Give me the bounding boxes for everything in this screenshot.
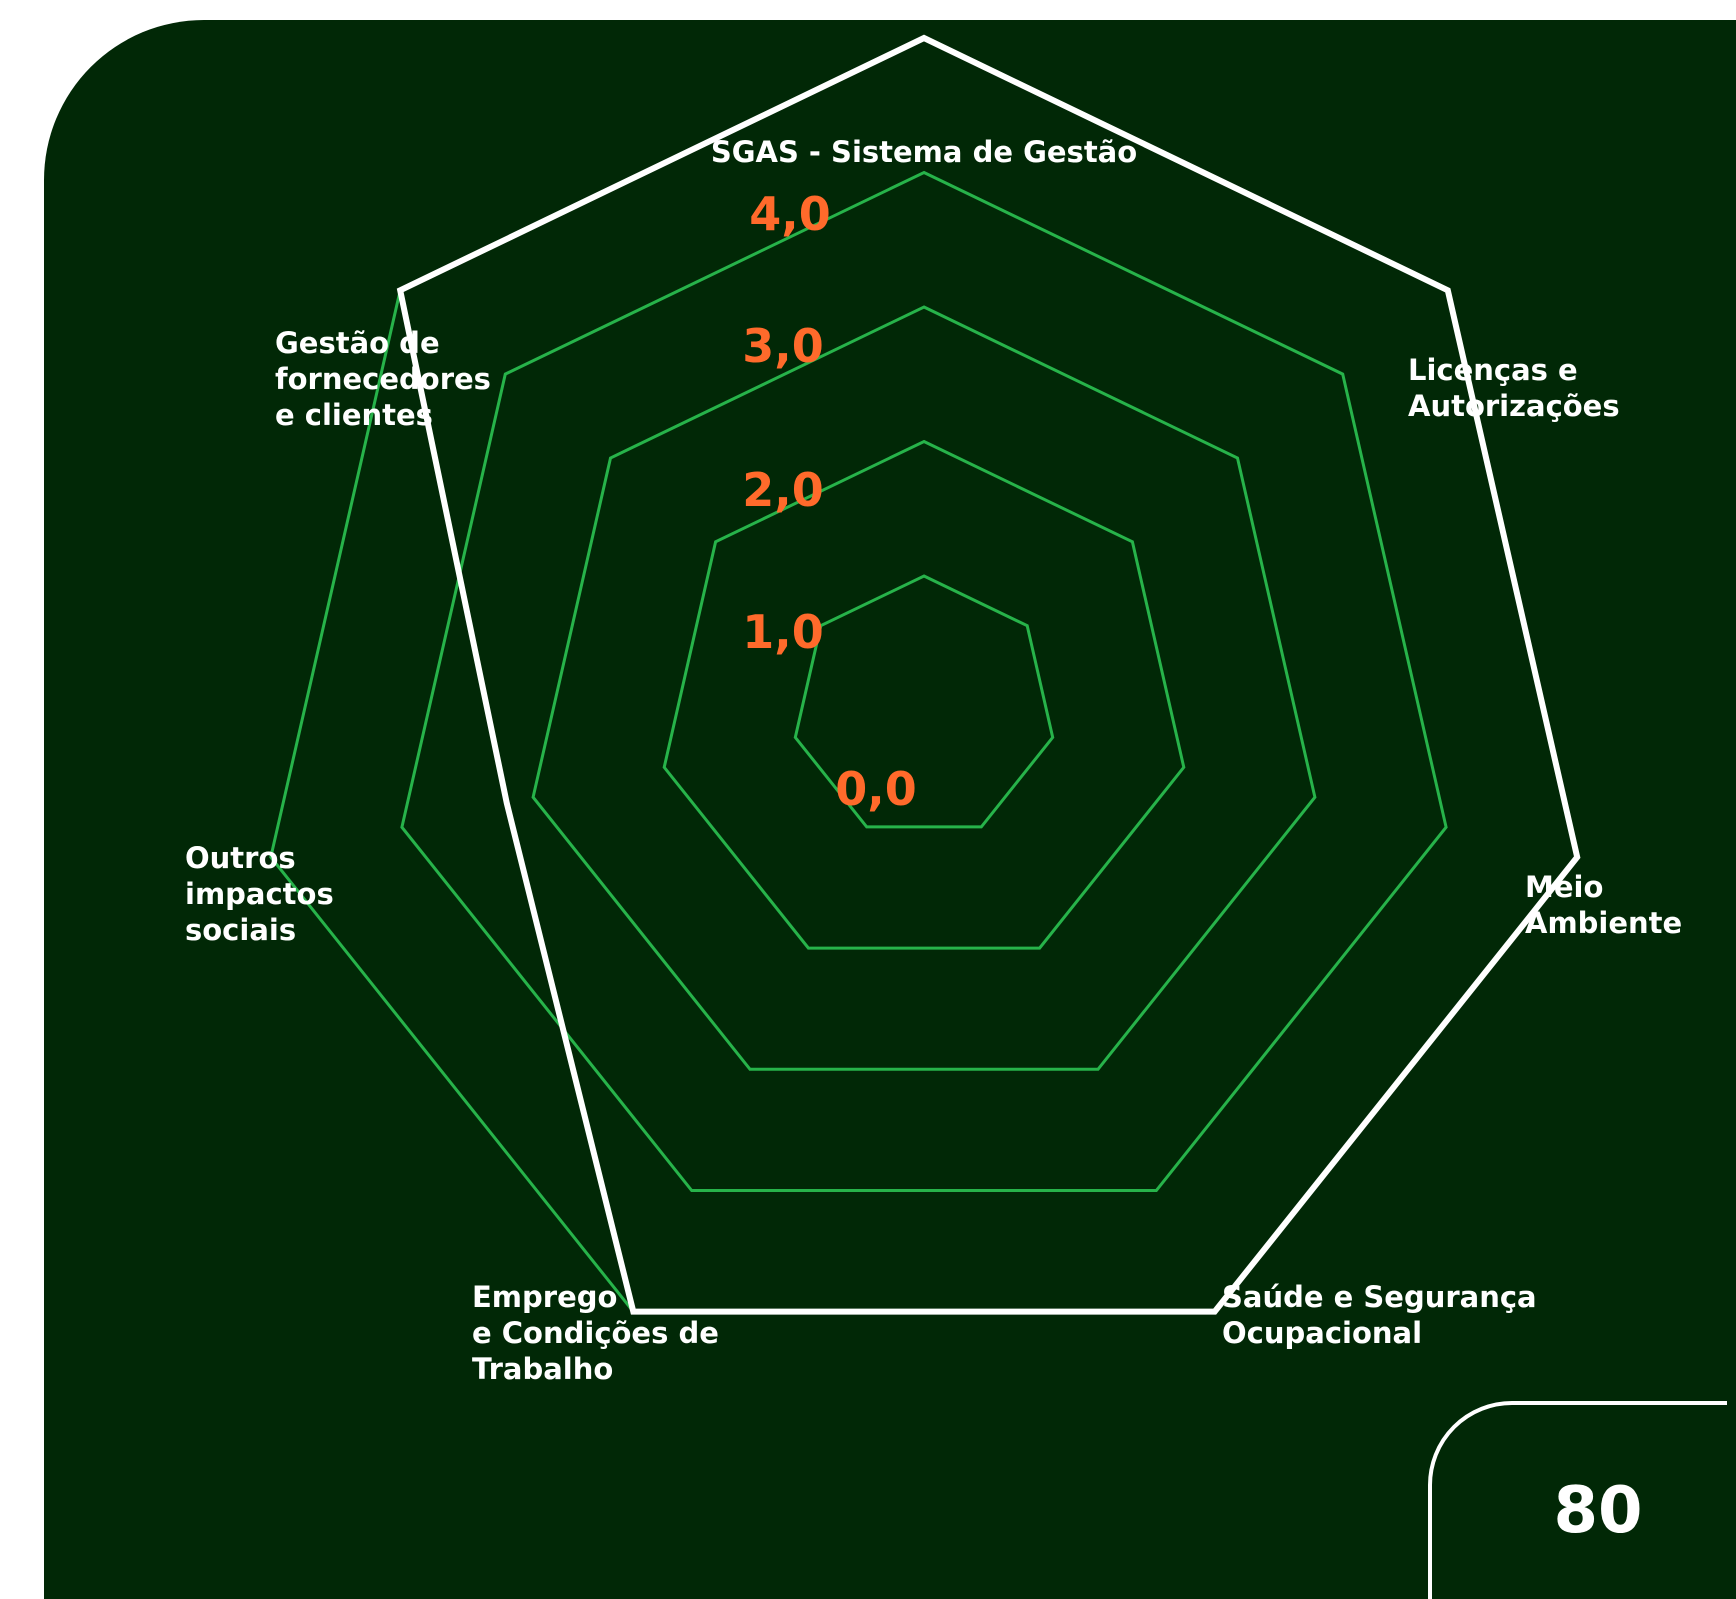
grid-ring-0: [793, 574, 1055, 829]
grid-ring-2: [531, 305, 1317, 1071]
axis-label-line: impactos: [185, 877, 334, 911]
axis-label-line: e Condições de: [472, 1316, 719, 1350]
axis-label-line: Autorizações: [1408, 389, 1620, 423]
axis-label-line: SGAS - Sistema de Gestão: [711, 135, 1137, 169]
axis-label: Gestão de fornecedores e clientes: [275, 326, 491, 432]
tick-labels: 0,0 1,0 2,0 3,0 4,0: [742, 187, 917, 816]
grid-layer: [269, 36, 1579, 1314]
axis-label-line: Ambiente: [1525, 906, 1682, 940]
page-tab-outline: [1428, 1401, 1727, 1599]
tick-label: 3,0: [742, 319, 824, 373]
tick-label: 0,0: [835, 762, 917, 816]
axis-label: Meio Ambiente: [1525, 870, 1682, 940]
axis-label-line: Trabalho: [472, 1352, 613, 1386]
axis-label: Emprego e Condições de Trabalho: [472, 1280, 719, 1386]
page-number: 80: [1553, 1474, 1642, 1548]
axis-label-line: sociais: [185, 913, 296, 947]
axis-label: Outros impactos sociais: [185, 841, 334, 947]
axis-label-line: Ocupacional: [1222, 1316, 1422, 1350]
axis-label-line: fornecedores: [275, 362, 491, 396]
tick-label: 4,0: [749, 187, 831, 241]
page-number-tab: 80: [1428, 1401, 1727, 1599]
axis-label: Licenças e Autorizações: [1408, 353, 1620, 423]
axis-label-line: Meio: [1525, 870, 1603, 904]
chart-panel: [44, 20, 1736, 1599]
axis-label: SGAS - Sistema de Gestão: [711, 135, 1137, 169]
axis-label-line: Gestão de: [275, 326, 440, 360]
tick-label: 1,0: [742, 605, 824, 659]
axis-label-line: Saúde e Segurança: [1222, 1280, 1537, 1314]
series-layer: [396, 34, 1581, 1315]
axis-label-line: Outros: [185, 841, 296, 875]
series-line-0: [396, 34, 1581, 1315]
axis-label-line: Licenças e: [1408, 353, 1578, 387]
grid-ring-3: [400, 170, 1448, 1192]
tick-label: 2,0: [742, 463, 824, 517]
axis-label: Saúde e Segurança Ocupacional: [1222, 1280, 1537, 1350]
axis-labels: SGAS - Sistema de Gestão Licenças e Autori…: [185, 135, 1682, 1386]
grid-ring-1: [662, 439, 1186, 950]
axis-label-line: e clientes: [275, 398, 433, 432]
grid-ring-4: [269, 36, 1579, 1314]
axis-label-line: Emprego: [472, 1280, 617, 1314]
